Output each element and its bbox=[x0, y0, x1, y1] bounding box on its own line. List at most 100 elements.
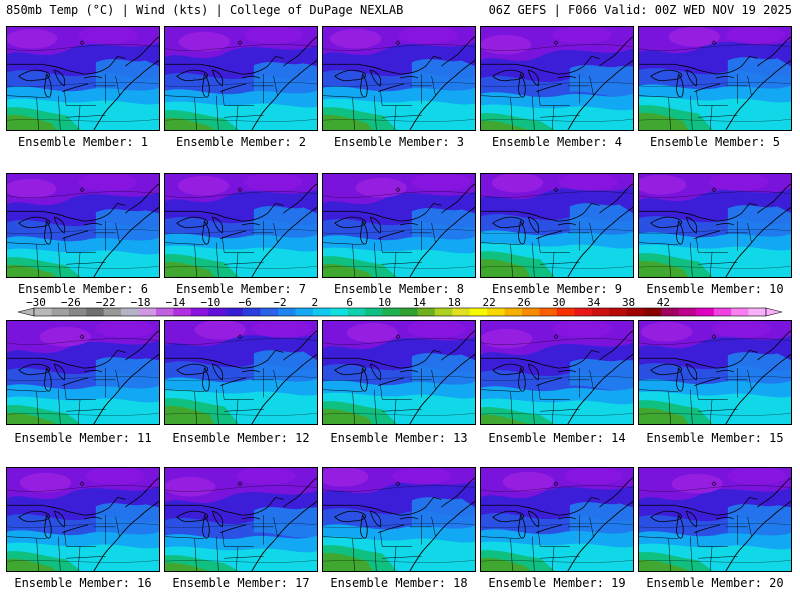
colorbar-tick-label: 2 bbox=[312, 296, 319, 309]
ensemble-map-panel bbox=[6, 173, 160, 278]
temperature-map bbox=[165, 27, 317, 130]
colorbar-swatch bbox=[609, 308, 627, 316]
colorbar-tick-label: 14 bbox=[413, 296, 427, 309]
temperature-map bbox=[481, 27, 633, 130]
temperature-map bbox=[639, 468, 791, 571]
colorbar-swatch bbox=[626, 308, 645, 316]
colorbar-tick-label: −26 bbox=[61, 296, 81, 309]
colorbar-swatch bbox=[591, 308, 610, 316]
colorbar-swatch bbox=[556, 308, 575, 316]
colorbar-tick-label: 6 bbox=[346, 296, 353, 309]
colorbar-swatch bbox=[469, 308, 488, 316]
temperature-map bbox=[323, 468, 475, 571]
ensemble-map-panel bbox=[322, 467, 476, 572]
colorbar-tick-label: 22 bbox=[483, 296, 496, 309]
ensemble-map-panel bbox=[164, 173, 318, 278]
colorbar-swatch bbox=[661, 308, 680, 316]
colorbar-swatch bbox=[452, 308, 471, 316]
ensemble-map-panel bbox=[480, 467, 634, 572]
colorbar-min-arrow bbox=[17, 307, 35, 317]
colorbar-tick-label: −22 bbox=[96, 296, 116, 309]
ensemble-map-panel bbox=[638, 320, 792, 425]
temperature-map bbox=[7, 27, 159, 130]
colorbar-swatch bbox=[208, 308, 227, 316]
temperature-map bbox=[323, 27, 475, 130]
ensemble-map-panel bbox=[638, 467, 792, 572]
temperature-colorbar: −30 −26 −22 −18 −14 −10 −6 −2 2 6 10 14 18 22 26 30 34 38… bbox=[17, 296, 783, 317]
colorbar-swatch bbox=[68, 308, 87, 316]
temperature-map bbox=[165, 321, 317, 424]
ensemble-member-label: Ensemble Member: 11 bbox=[14, 431, 152, 445]
colorbar-swatch bbox=[278, 308, 296, 316]
colorbar-swatch bbox=[382, 308, 401, 316]
colorbar-swatch bbox=[696, 308, 715, 316]
ensemble-member-label: Ensemble Member: 15 bbox=[646, 431, 784, 445]
ensemble-map-panel bbox=[480, 173, 634, 278]
chart-title: 850mb Temp (°C) | Wind (kts) | College o… bbox=[6, 3, 404, 17]
ensemble-member-label: Ensemble Member: 12 bbox=[172, 431, 310, 445]
temperature-map bbox=[481, 468, 633, 571]
ensemble-member-label: Ensemble Member: 17 bbox=[172, 576, 310, 590]
colorbar-swatch bbox=[417, 308, 436, 316]
ensemble-map-panel bbox=[6, 320, 160, 425]
ensemble-map-panel bbox=[322, 26, 476, 131]
colorbar-tick-label: 38 bbox=[622, 296, 635, 309]
ensemble-member-label: Ensemble Member: 2 bbox=[175, 135, 307, 149]
temperature-map bbox=[323, 321, 475, 424]
colorbar-tick-label: −18 bbox=[131, 296, 151, 309]
colorbar-swatch bbox=[173, 308, 192, 316]
colorbar-swatch bbox=[190, 308, 209, 316]
ensemble-member-label: Ensemble Member: 18 bbox=[330, 576, 468, 590]
temperature-map bbox=[639, 174, 791, 277]
temperature-map bbox=[481, 321, 633, 424]
colorbar-swatch bbox=[644, 308, 662, 316]
colorbar-tick-label: 18 bbox=[448, 296, 461, 309]
colorbar-tick-label: −2 bbox=[273, 296, 286, 309]
ensemble-map-panel bbox=[164, 467, 318, 572]
colorbar-swatch bbox=[86, 308, 105, 316]
ensemble-map-panel bbox=[6, 467, 160, 572]
colorbar-swatch bbox=[243, 308, 261, 316]
ensemble-member-label: Ensemble Member: 6 bbox=[17, 282, 149, 296]
ensemble-map-panel bbox=[480, 320, 634, 425]
colorbar-swatch bbox=[156, 308, 174, 316]
colorbar-tick-label: −14 bbox=[165, 296, 185, 309]
colorbar-tick-label: 30 bbox=[552, 296, 565, 309]
colorbar-tick-label: 26 bbox=[517, 296, 530, 309]
colorbar-swatch bbox=[539, 308, 558, 316]
colorbar-swatch bbox=[121, 308, 139, 316]
colorbar-swatch bbox=[347, 308, 366, 316]
temperature-map bbox=[7, 321, 159, 424]
colorbar-swatch bbox=[365, 308, 383, 316]
colorbar-swatch bbox=[574, 308, 593, 316]
ensemble-map-panel bbox=[164, 26, 318, 131]
colorbar-swatch bbox=[260, 308, 279, 316]
temperature-map bbox=[7, 468, 159, 571]
ensemble-member-label: Ensemble Member: 13 bbox=[330, 431, 468, 445]
colorbar-swatch bbox=[487, 308, 505, 316]
colorbar-tick-label: 42 bbox=[657, 296, 670, 309]
ensemble-map-panel bbox=[164, 320, 318, 425]
temperature-map bbox=[323, 174, 475, 277]
ensemble-member-label: Ensemble Member: 19 bbox=[488, 576, 626, 590]
valid-time: 06Z GEFS | F066 Valid: 00Z WED NOV 19 20… bbox=[488, 3, 792, 17]
colorbar-swatch bbox=[103, 308, 122, 316]
colorbar-swatch bbox=[504, 308, 523, 316]
temperature-map bbox=[7, 174, 159, 277]
ensemble-map-panel bbox=[322, 173, 476, 278]
ensemble-member-label: Ensemble Member: 16 bbox=[14, 576, 152, 590]
colorbar-swatch bbox=[312, 308, 331, 316]
colorbar-swatch bbox=[295, 308, 314, 316]
ensemble-map-panel bbox=[6, 26, 160, 131]
colorbar-swatch bbox=[51, 308, 70, 316]
colorbar-tick-label: 10 bbox=[378, 296, 391, 309]
ensemble-map-panel bbox=[322, 320, 476, 425]
ensemble-member-label: Ensemble Member: 5 bbox=[649, 135, 781, 149]
ensemble-member-label: Ensemble Member: 10 bbox=[646, 282, 784, 296]
colorbar-swatch bbox=[330, 308, 349, 316]
colorbar-tick-label: −10 bbox=[200, 296, 220, 309]
ensemble-map-panel bbox=[638, 173, 792, 278]
colorbar-swatch bbox=[34, 308, 52, 316]
temperature-map bbox=[481, 174, 633, 277]
ensemble-member-label: Ensemble Member: 14 bbox=[488, 431, 626, 445]
